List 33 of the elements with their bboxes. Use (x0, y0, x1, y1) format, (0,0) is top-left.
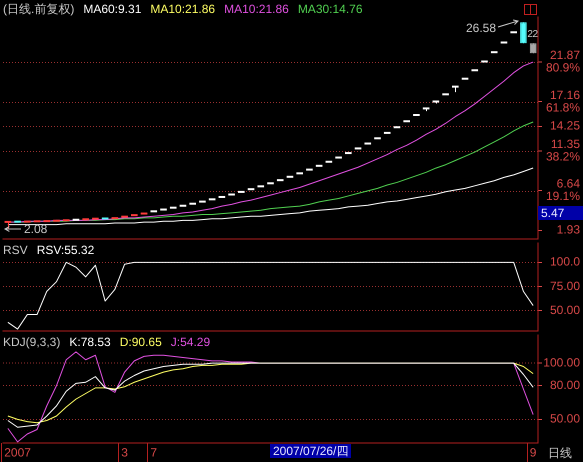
text: 日线 (548, 446, 572, 460)
y-tick-label: 50.00 (550, 412, 580, 426)
series-label: RSV:55.32 (36, 243, 94, 257)
y-tick-label: 1.93 (556, 222, 580, 237)
x-tick-label: 2007 (4, 446, 32, 460)
y-tick-label: 50.00 (550, 303, 580, 318)
chart-title: (日线.前复权) (3, 2, 74, 16)
text: K:78.53 (69, 335, 111, 349)
y-tick-label: 80.00 (550, 378, 580, 392)
y-tick-label: 6.64 19.1% (546, 176, 580, 204)
text: 5.47 (538, 206, 583, 220)
text: MA10:21.86 (224, 2, 289, 16)
text: MA60:9.31 (83, 2, 142, 16)
y-tick-label: 14.25 (550, 118, 580, 133)
y-tick-label: 100.0 (550, 254, 580, 269)
y-tick-label: 21.87 80.9% (546, 48, 580, 75)
chart-title: KDJ(9,3,3) (3, 335, 60, 349)
annotation: 26.58 (466, 21, 496, 35)
y-tick-label: 17.16 61.8% (546, 88, 580, 114)
text: 2007/07/26/四 (270, 444, 352, 458)
y-tick-label: 11.35 38.2% (546, 136, 580, 164)
series-label: J:54.29 (170, 335, 210, 349)
text: MA30:14.76 (298, 2, 363, 16)
annotation: 22 (527, 29, 538, 41)
x-tick-label: 7 (150, 446, 158, 460)
legend-label: MA10:21.86 (150, 2, 216, 16)
annotation: 2.08 (24, 222, 48, 236)
x-tick-label: 9 (530, 446, 537, 460)
y-tick-label: 100.00 (543, 355, 580, 370)
y-tick-label: 75.00 (550, 278, 580, 293)
x-tick-label: 3 (121, 446, 128, 460)
series-label: D:90.65 (120, 335, 162, 349)
chart-title: RSV (3, 243, 28, 257)
